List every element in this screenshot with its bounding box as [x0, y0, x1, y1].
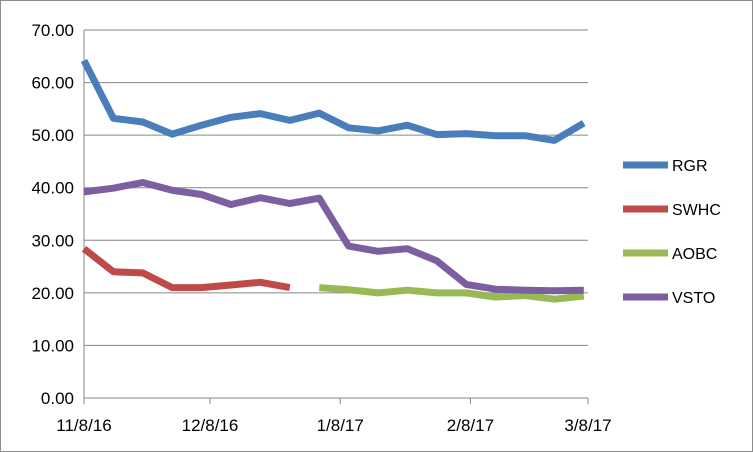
y-tick-label: 0.00 [41, 389, 74, 408]
axes [83, 30, 589, 404]
series-lines [80, 58, 586, 303]
y-tick-labels: 0.00 10.00 20.00 30.00 40.00 50.00 60.00 70.00 [31, 21, 74, 408]
x-tick-label: 12/8/16 [182, 416, 239, 435]
y-tick-label: 40.00 [31, 179, 74, 198]
legend-label-swhc: SWHC [672, 202, 721, 219]
series-line-vsto [83, 179, 584, 295]
y-tick-label: 50.00 [31, 126, 74, 145]
legend-label-aobc: AOBC [672, 246, 717, 263]
series-line-swhc [81, 245, 291, 292]
y-tick-label: 60.00 [31, 74, 74, 93]
x-tick-label: 3/8/17 [564, 416, 611, 435]
y-tick-label: 70.00 [31, 21, 74, 40]
series-line-aobc [318, 284, 585, 303]
x-tick-labels: 11/8/16 12/8/16 1/8/17 2/8/17 3/8/17 [56, 416, 611, 435]
y-tick-label: 30.00 [31, 231, 74, 250]
y-tick-label: 10.00 [31, 336, 74, 355]
legend: RGR SWHC AOBC VSTO [623, 158, 721, 307]
x-tick-label: 2/8/17 [447, 416, 494, 435]
x-tick-label: 1/8/17 [317, 416, 364, 435]
series-line-rgr [80, 58, 586, 144]
y-tick-label: 20.00 [31, 284, 74, 303]
x-tick-label: 11/8/16 [56, 416, 111, 435]
legend-label-rgr: RGR [672, 158, 708, 175]
legend-label-vsto: VSTO [672, 290, 715, 307]
